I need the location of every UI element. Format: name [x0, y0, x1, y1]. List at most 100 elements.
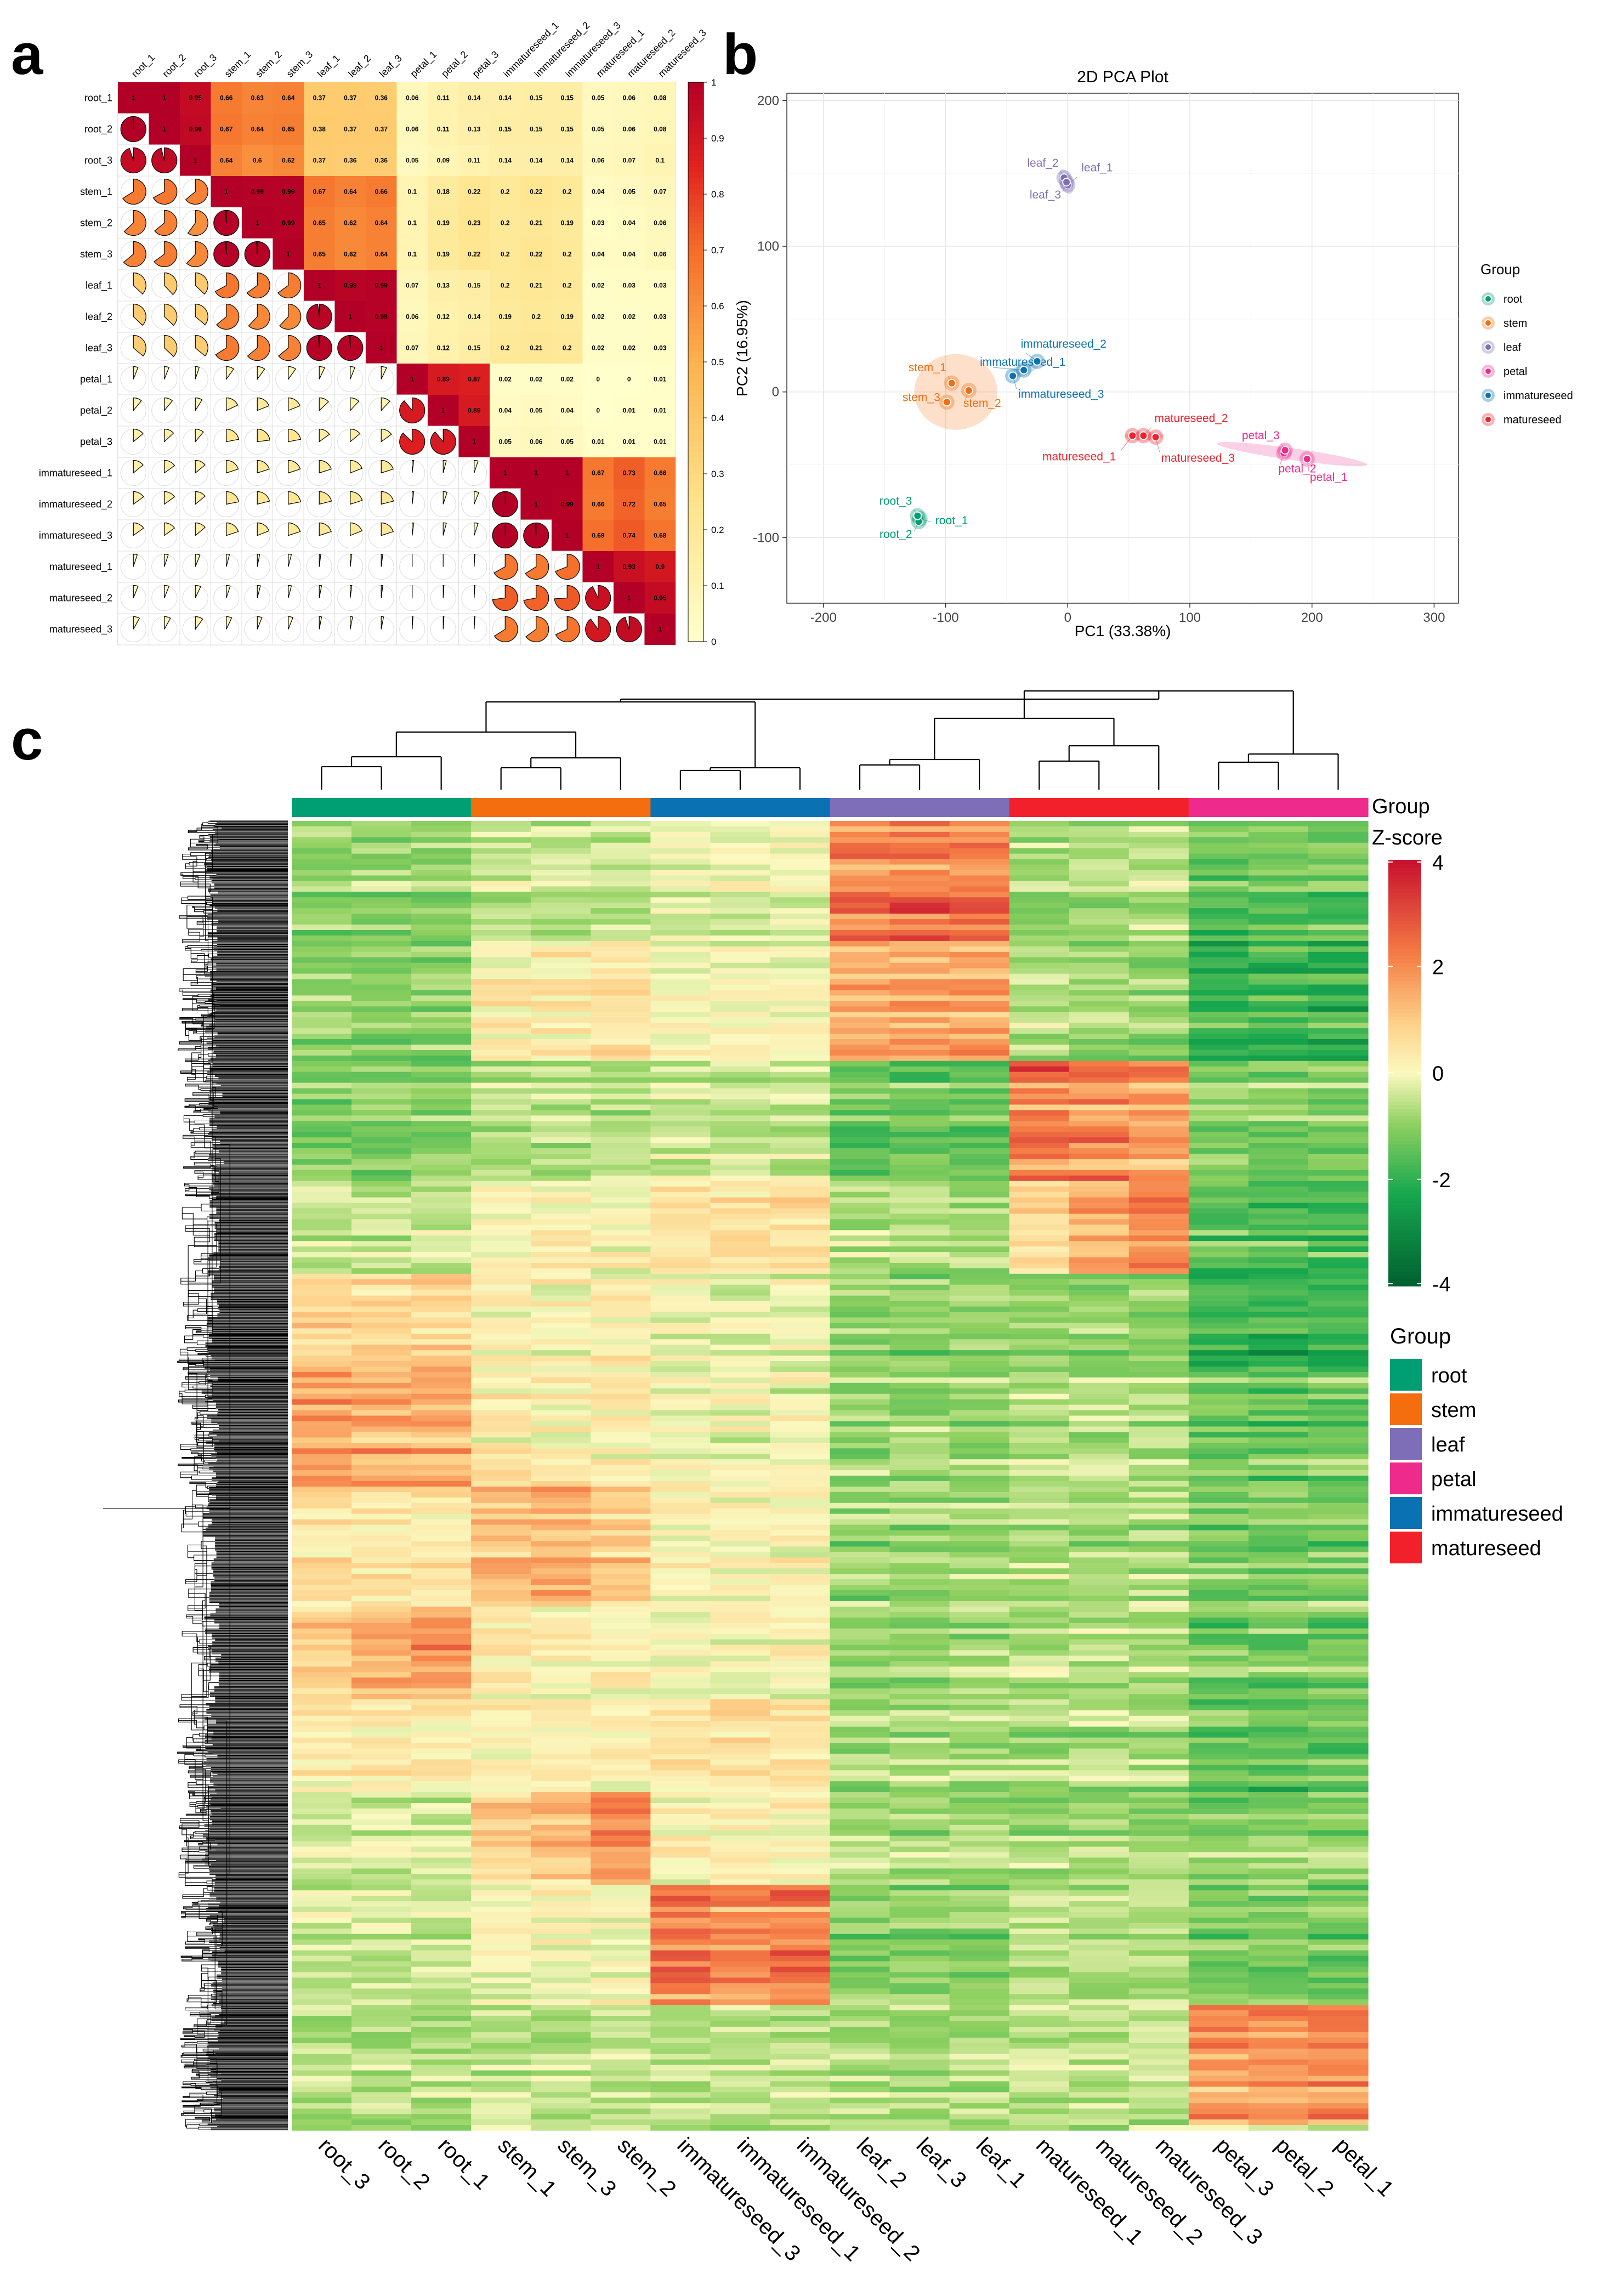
heatmap-cell [1308, 990, 1369, 996]
heatmap-cell [830, 1279, 890, 1285]
heatmap-cell [1248, 1334, 1309, 1340]
heatmap-cell [710, 1219, 771, 1225]
pca-point-label: root_2 [880, 528, 912, 541]
heatmap-cell [949, 1437, 1010, 1443]
heatmap-cell [351, 1934, 412, 1940]
heatmap-cell [1128, 1132, 1189, 1138]
heatmap-cell [351, 1273, 412, 1280]
heatmap-cell [710, 1857, 771, 1864]
heatmap-cell [889, 1012, 950, 1018]
heatmap-cell [411, 1104, 472, 1110]
heatmap-cell [1009, 1650, 1070, 1656]
heatmap-cell [1308, 1143, 1369, 1149]
heatmap-cell [650, 870, 711, 876]
heatmap-cell [1248, 1846, 1309, 1853]
heatmap-cell [949, 1301, 1010, 1307]
heatmap-cell [471, 973, 531, 980]
heatmap-cell [531, 864, 591, 871]
heatmap-cell [531, 1787, 591, 1793]
heatmap-cell [1248, 1868, 1309, 1874]
group-track-cell [1009, 798, 1070, 817]
heatmap-cell [1308, 1345, 1369, 1351]
heatmap-cell [770, 1421, 831, 1427]
heatmap-cell [411, 1541, 472, 1547]
heatmap-cell [531, 1939, 591, 1946]
heatmap-cell [531, 1012, 591, 1018]
heatmap-cell [591, 1535, 651, 1541]
heatmap-cell [471, 1770, 531, 1776]
group-track-cell [531, 798, 591, 817]
heatmap-cell [830, 1219, 890, 1225]
heatmap-cell [710, 1371, 771, 1378]
heatmap-cell [830, 1868, 890, 1874]
heatmap-cell [411, 1617, 472, 1624]
heatmap-cell [830, 1917, 890, 1924]
heatmap-cell [351, 1546, 412, 1552]
heatmap-cell [770, 1666, 831, 1673]
heatmap-cell [471, 1519, 531, 1526]
heatmap-cell [770, 1164, 831, 1171]
heatmap-cell [1248, 1595, 1309, 1602]
corr-value: 0.66 [654, 469, 667, 477]
heatmap-cell [770, 1088, 831, 1095]
heatmap-cell [710, 1208, 771, 1214]
heatmap-cell [830, 1284, 890, 1291]
heatmap-cell [650, 1672, 711, 1678]
corr-value: 1 [194, 157, 197, 165]
heatmap-cell [1188, 1628, 1249, 1635]
heatmap-cell [411, 1901, 472, 1907]
heatmap-cell [591, 1574, 651, 1580]
heatmap-cell [292, 1197, 352, 1204]
heatmap-cell [1188, 1824, 1249, 1831]
heatmap-cell [531, 1901, 591, 1907]
heatmap-cell [1069, 1846, 1130, 1853]
heatmap-cell [889, 1546, 950, 1552]
heatmap-cell [471, 1535, 531, 1541]
heatmap-cell [292, 940, 352, 947]
heatmap-cell [531, 935, 591, 942]
heatmap-cell [770, 1535, 831, 1541]
heatmap-cell [591, 1055, 651, 1062]
heatmap-cell [770, 930, 831, 936]
heatmap-cell [292, 1606, 352, 1613]
pca-legend-swatch [1484, 295, 1492, 303]
heatmap-cell [1188, 1874, 1249, 1880]
corr-value: 0.21 [530, 282, 543, 290]
heatmap-cell [471, 842, 531, 849]
heatmap-cell [411, 1939, 472, 1946]
corr-tile [644, 239, 676, 270]
heatmap-cell [650, 1290, 711, 1296]
heatmap-cell [351, 1519, 412, 1526]
heatmap-cell [949, 1955, 1010, 1962]
heatmap-cell [471, 990, 531, 996]
heatmap-cell [1188, 1465, 1249, 1471]
heatmap-cell [351, 1001, 412, 1007]
heatmap-cell [471, 1001, 531, 1007]
heatmap-cell [531, 1001, 591, 1007]
heatmap-cell [1069, 1666, 1130, 1673]
heatmap-cell [889, 1082, 950, 1089]
heatmap-cell [889, 1345, 950, 1351]
heatmap-cell [1248, 1907, 1309, 1913]
heatmap-cell [1128, 1939, 1189, 1946]
heatmap-cell [471, 1563, 531, 1569]
heatmap-cell [591, 1557, 651, 1563]
heatmap-cell [411, 848, 472, 854]
heatmap-cell [889, 1208, 950, 1214]
heatmap-cell [1128, 1159, 1189, 1165]
heatmap-cell [591, 1252, 651, 1258]
heatmap-cell [1248, 1104, 1309, 1110]
heatmap-cell [710, 1874, 771, 1880]
heatmap-cell [411, 1885, 472, 1891]
heatmap-cell [650, 1808, 711, 1815]
heatmap-cell [830, 1808, 890, 1815]
heatmap-cell [351, 1612, 412, 1618]
heatmap-cell [770, 1126, 831, 1132]
heatmap-cell [889, 1497, 950, 1504]
corr-tile [458, 426, 490, 457]
heatmap-cell [591, 1819, 651, 1826]
corr-pie [257, 491, 270, 505]
heatmap-cell [1188, 984, 1249, 991]
corr-value: 0.02 [530, 376, 543, 383]
heatmap-cell [471, 1972, 531, 1978]
